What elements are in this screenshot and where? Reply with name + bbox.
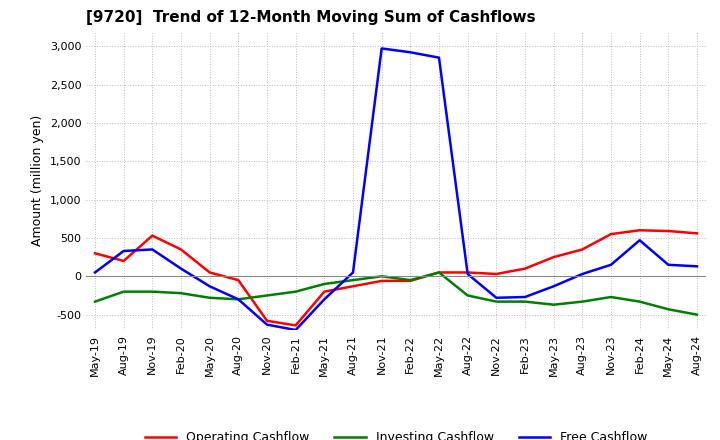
Investing Cashflow	[348, 278, 357, 283]
Free Cashflow	[406, 50, 415, 55]
Investing Cashflow	[607, 294, 616, 300]
Investing Cashflow	[377, 274, 386, 279]
Free Cashflow	[464, 271, 472, 277]
Free Cashflow	[607, 262, 616, 268]
Investing Cashflow	[492, 299, 500, 304]
Operating Cashflow	[320, 289, 328, 294]
Free Cashflow	[377, 46, 386, 51]
Free Cashflow	[120, 248, 128, 253]
Operating Cashflow	[148, 233, 157, 238]
Free Cashflow	[148, 247, 157, 252]
Investing Cashflow	[521, 299, 529, 304]
Investing Cashflow	[263, 293, 271, 298]
Line: Operating Cashflow: Operating Cashflow	[95, 230, 697, 326]
Investing Cashflow	[148, 289, 157, 294]
Legend: Operating Cashflow, Investing Cashflow, Free Cashflow: Operating Cashflow, Investing Cashflow, …	[140, 426, 652, 440]
Operating Cashflow	[120, 258, 128, 264]
Free Cashflow	[176, 266, 185, 271]
Free Cashflow	[292, 327, 300, 333]
Free Cashflow	[435, 55, 444, 60]
Investing Cashflow	[635, 299, 644, 304]
Operating Cashflow	[664, 228, 672, 234]
Investing Cashflow	[292, 289, 300, 294]
Free Cashflow	[578, 271, 587, 277]
Operating Cashflow	[176, 247, 185, 252]
Operating Cashflow	[91, 251, 99, 256]
Investing Cashflow	[91, 299, 99, 304]
Investing Cashflow	[578, 299, 587, 304]
Operating Cashflow	[234, 278, 243, 283]
Free Cashflow	[635, 238, 644, 243]
Operating Cashflow	[607, 231, 616, 237]
Operating Cashflow	[578, 247, 587, 252]
Operating Cashflow	[549, 254, 558, 260]
Line: Free Cashflow: Free Cashflow	[95, 48, 697, 330]
Free Cashflow	[693, 264, 701, 269]
Investing Cashflow	[234, 297, 243, 302]
Operating Cashflow	[635, 227, 644, 233]
Investing Cashflow	[435, 270, 444, 275]
Free Cashflow	[320, 297, 328, 302]
Investing Cashflow	[176, 290, 185, 296]
Operating Cashflow	[377, 278, 386, 283]
Free Cashflow	[492, 295, 500, 301]
Investing Cashflow	[664, 307, 672, 312]
Free Cashflow	[263, 322, 271, 327]
Free Cashflow	[205, 284, 214, 289]
Operating Cashflow	[521, 266, 529, 271]
Operating Cashflow	[492, 271, 500, 277]
Investing Cashflow	[205, 295, 214, 301]
Investing Cashflow	[549, 302, 558, 307]
Y-axis label: Amount (million yen): Amount (million yen)	[32, 115, 45, 246]
Operating Cashflow	[348, 284, 357, 289]
Operating Cashflow	[464, 270, 472, 275]
Investing Cashflow	[693, 312, 701, 317]
Free Cashflow	[521, 294, 529, 300]
Text: [9720]  Trend of 12-Month Moving Sum of Cashflows: [9720] Trend of 12-Month Moving Sum of C…	[86, 11, 536, 26]
Operating Cashflow	[205, 270, 214, 275]
Free Cashflow	[664, 262, 672, 268]
Investing Cashflow	[320, 281, 328, 286]
Operating Cashflow	[693, 231, 701, 236]
Operating Cashflow	[263, 318, 271, 323]
Investing Cashflow	[406, 278, 415, 283]
Operating Cashflow	[435, 270, 444, 275]
Investing Cashflow	[120, 289, 128, 294]
Free Cashflow	[234, 297, 243, 302]
Operating Cashflow	[292, 323, 300, 328]
Free Cashflow	[348, 270, 357, 275]
Operating Cashflow	[406, 278, 415, 283]
Investing Cashflow	[464, 293, 472, 298]
Free Cashflow	[91, 270, 99, 275]
Free Cashflow	[549, 284, 558, 289]
Line: Investing Cashflow: Investing Cashflow	[95, 272, 697, 315]
